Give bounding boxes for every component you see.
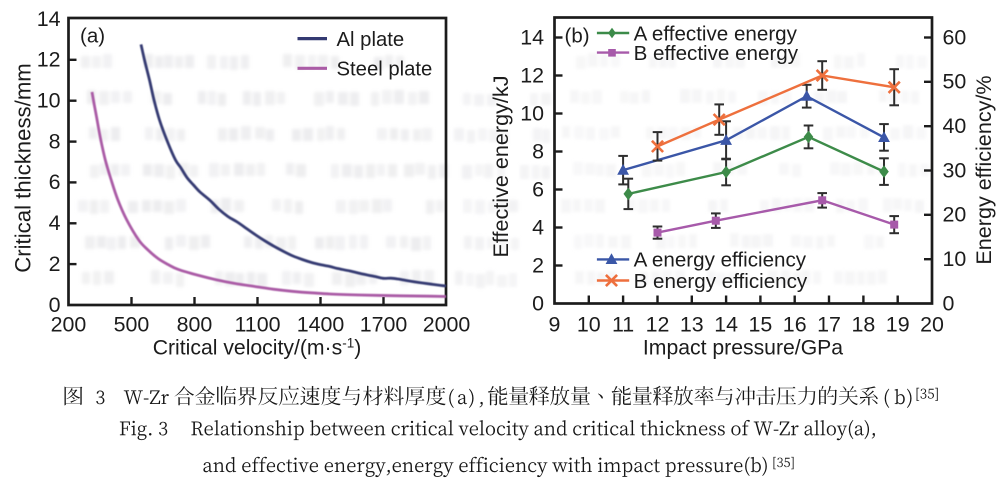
svg-text:10: 10 (520, 101, 544, 125)
svg-text:6: 6 (532, 177, 544, 201)
svg-text:500: 500 (114, 312, 150, 336)
svg-text:A effective energy: A effective energy (634, 22, 798, 45)
svg-text:(a): (a) (80, 25, 105, 48)
svg-text:A energy efficiency: A energy efficiency (634, 249, 807, 272)
svg-text:1700: 1700 (360, 312, 408, 336)
svg-text:10: 10 (37, 89, 61, 113)
svg-text:Effective energy/kJ: Effective energy/kJ (488, 75, 513, 257)
svg-text:60: 60 (943, 25, 967, 49)
svg-text:12: 12 (646, 312, 670, 336)
svg-text:1400: 1400 (297, 312, 345, 336)
svg-text:Al plate: Al plate (337, 29, 405, 51)
svg-text:800: 800 (177, 312, 213, 336)
svg-text:8: 8 (49, 129, 61, 153)
svg-text:B energy efficiency: B energy efficiency (634, 270, 808, 293)
svg-text:Critical thickness/mm: Critical thickness/mm (11, 63, 36, 273)
svg-text:2: 2 (49, 252, 61, 276)
svg-text:200: 200 (51, 312, 87, 336)
svg-text:13: 13 (680, 312, 704, 336)
svg-text:2000: 2000 (423, 312, 471, 336)
svg-text:20: 20 (920, 312, 944, 336)
svg-text:14: 14 (520, 25, 544, 49)
svg-text:19: 19 (886, 312, 910, 336)
svg-text:B effective energy: B effective energy (634, 42, 799, 65)
svg-text:8: 8 (532, 139, 544, 163)
svg-text:4: 4 (532, 215, 544, 239)
svg-text:Critical velocity/(m·s-1): Critical velocity/(m·s-1) (153, 336, 362, 360)
svg-text:40: 40 (943, 114, 967, 138)
svg-text:50: 50 (943, 70, 967, 94)
svg-text:Steel plate: Steel plate (337, 59, 433, 81)
svg-text:1100: 1100 (235, 312, 281, 336)
svg-text:14: 14 (37, 7, 61, 31)
svg-text:0: 0 (49, 293, 61, 317)
svg-text:10: 10 (943, 247, 967, 271)
svg-text:9: 9 (549, 312, 561, 336)
svg-text:2: 2 (532, 253, 544, 277)
svg-text:15: 15 (749, 312, 773, 336)
svg-text:10: 10 (577, 312, 601, 336)
svg-text:30: 30 (943, 158, 967, 182)
svg-text:6: 6 (49, 170, 61, 194)
svg-text:(b): (b) (565, 25, 590, 48)
svg-text:18: 18 (852, 312, 876, 336)
svg-text:11: 11 (612, 312, 634, 336)
svg-text:Energy efficiency/%: Energy efficiency/% (971, 75, 996, 264)
svg-text:Impact pressure/GPa: Impact pressure/GPa (643, 337, 843, 360)
svg-text:14: 14 (714, 312, 738, 336)
svg-text:16: 16 (783, 312, 807, 336)
svg-text:4: 4 (49, 211, 61, 235)
svg-text:20: 20 (943, 203, 967, 227)
svg-text:12: 12 (37, 48, 61, 72)
svg-text:0: 0 (532, 291, 544, 315)
svg-text:0: 0 (943, 291, 955, 315)
svg-text:12: 12 (520, 63, 544, 87)
svg-text:17: 17 (817, 312, 841, 336)
